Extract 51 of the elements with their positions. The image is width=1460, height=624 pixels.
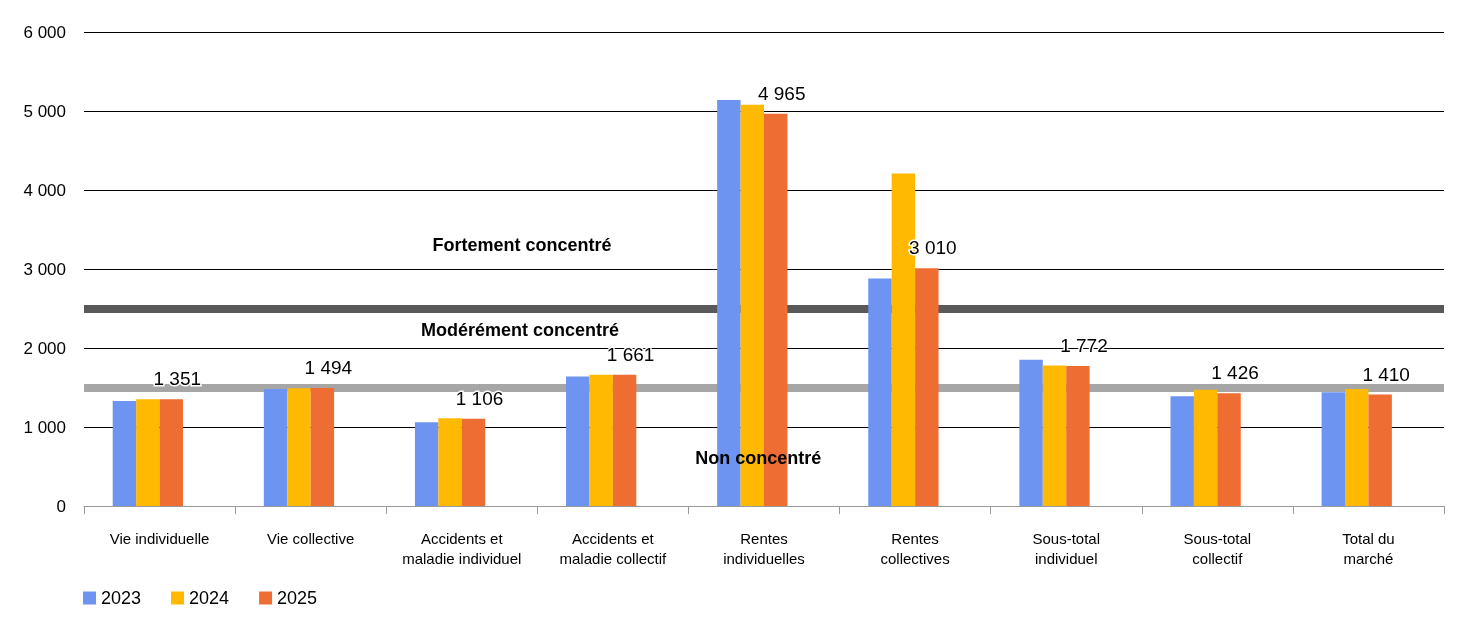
data-label: 1 494 [304, 356, 353, 378]
x-tick-label: Sous-total collectif [1183, 529, 1252, 567]
y-tick-label: 3 000 [23, 259, 66, 279]
y-tick-label: 1 000 [23, 417, 66, 437]
bar [438, 418, 462, 506]
y-tick-label: 0 [56, 496, 66, 516]
bar [868, 278, 892, 506]
annotation: Fortement concentré [432, 235, 612, 255]
data-label: 1 106 [455, 387, 504, 409]
bar [1321, 392, 1346, 506]
y-tick-label: 2 000 [23, 338, 66, 358]
legend-label: 2024 [189, 588, 230, 608]
legend-label: 2023 [101, 588, 142, 608]
bar [287, 388, 311, 506]
x-tick-label: Sous-total individuel [1032, 529, 1100, 567]
bar [263, 389, 288, 506]
data-label: 1 410 [1362, 363, 1410, 385]
bar [1066, 366, 1090, 506]
bar [1217, 393, 1241, 506]
bar [1193, 389, 1218, 506]
data-label: 4 965 [757, 82, 806, 104]
x-tick-label: Vie collective [267, 529, 355, 547]
bar [159, 399, 183, 506]
data-label: 1 661 [606, 343, 655, 365]
bar [1170, 396, 1194, 506]
legend-label: 2025 [277, 588, 318, 608]
x-tick-label: Rentes collectives [880, 529, 950, 567]
bar [566, 376, 590, 506]
x-tick-label: Accidents et maladie collectif [559, 529, 668, 567]
bar [1042, 365, 1067, 506]
x-tick-label: Rentes individuelles [723, 529, 805, 567]
bar [915, 268, 939, 506]
data-label: 1 351 [153, 368, 202, 390]
y-tick-label: 6 000 [23, 22, 66, 42]
bar [1368, 394, 1392, 506]
bar [310, 387, 335, 506]
data-label: 1 426 [1211, 362, 1259, 384]
x-tick-label: Accidents et maladie individuel [402, 529, 522, 567]
annotation: Modérément concentré [420, 320, 620, 341]
bar [112, 400, 137, 506]
x-tick-label: Vie individuelle [109, 529, 210, 547]
x-tick-label: Total du marché [1342, 529, 1395, 567]
y-tick-label: 5 000 [23, 101, 66, 121]
bar [461, 418, 486, 506]
y-tick-label: 4 000 [23, 180, 66, 200]
bar [1019, 359, 1043, 506]
bar [589, 374, 613, 506]
bar [414, 422, 439, 506]
bar [612, 374, 637, 506]
bar [136, 399, 160, 506]
bar [1345, 389, 1369, 506]
